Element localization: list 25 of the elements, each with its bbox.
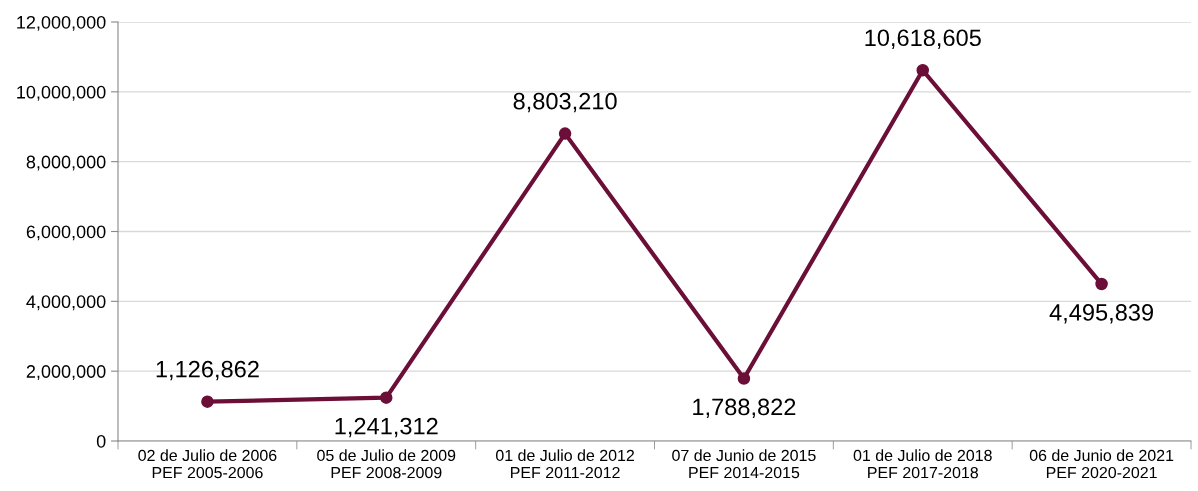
x-tick-label: 07 de Junio de 2015 PEF 2014-2015 [672,449,816,479]
y-tick-label: 6,000,000 [26,225,106,241]
point [201,395,214,408]
point [558,127,572,140]
y-tick-label: 8,000,000 [26,155,106,171]
data-label: 10,618,605 [865,29,981,49]
x-tick-label: 01 de Julio de 2012 PEF 2011-2012 [496,449,634,479]
point [379,391,393,404]
data-label: 1,126,862 [156,360,259,381]
x-tick-label: 01 de Julio de 2018 PEF 2017-2018 [853,449,992,479]
y-tick-label: 4,000,000 [26,295,106,311]
point [1095,277,1108,291]
y-tick-label: 0 [96,434,106,448]
point [737,372,751,385]
point [916,63,930,77]
data-label: 4,495,839 [1049,304,1153,324]
y-tick-label: 2,000,000 [26,365,106,381]
data-label: 1,788,822 [693,398,796,419]
y-tick-label: 10,000,000 [17,85,106,101]
x-tick-label: 05 de Julio de 2009 PEF 2008-2009 [317,449,456,479]
x-tick-label: 06 de Junio de 2021 PEF 2020-2021 [1029,449,1174,479]
x-tick-label: 02 de Julio de 2006 PEF 2005-2006 [138,449,277,479]
data-label: 1,241,312 [335,417,438,438]
y-tick-label: 12,000,000 [17,15,106,31]
data-label: 8,803,210 [513,92,617,113]
